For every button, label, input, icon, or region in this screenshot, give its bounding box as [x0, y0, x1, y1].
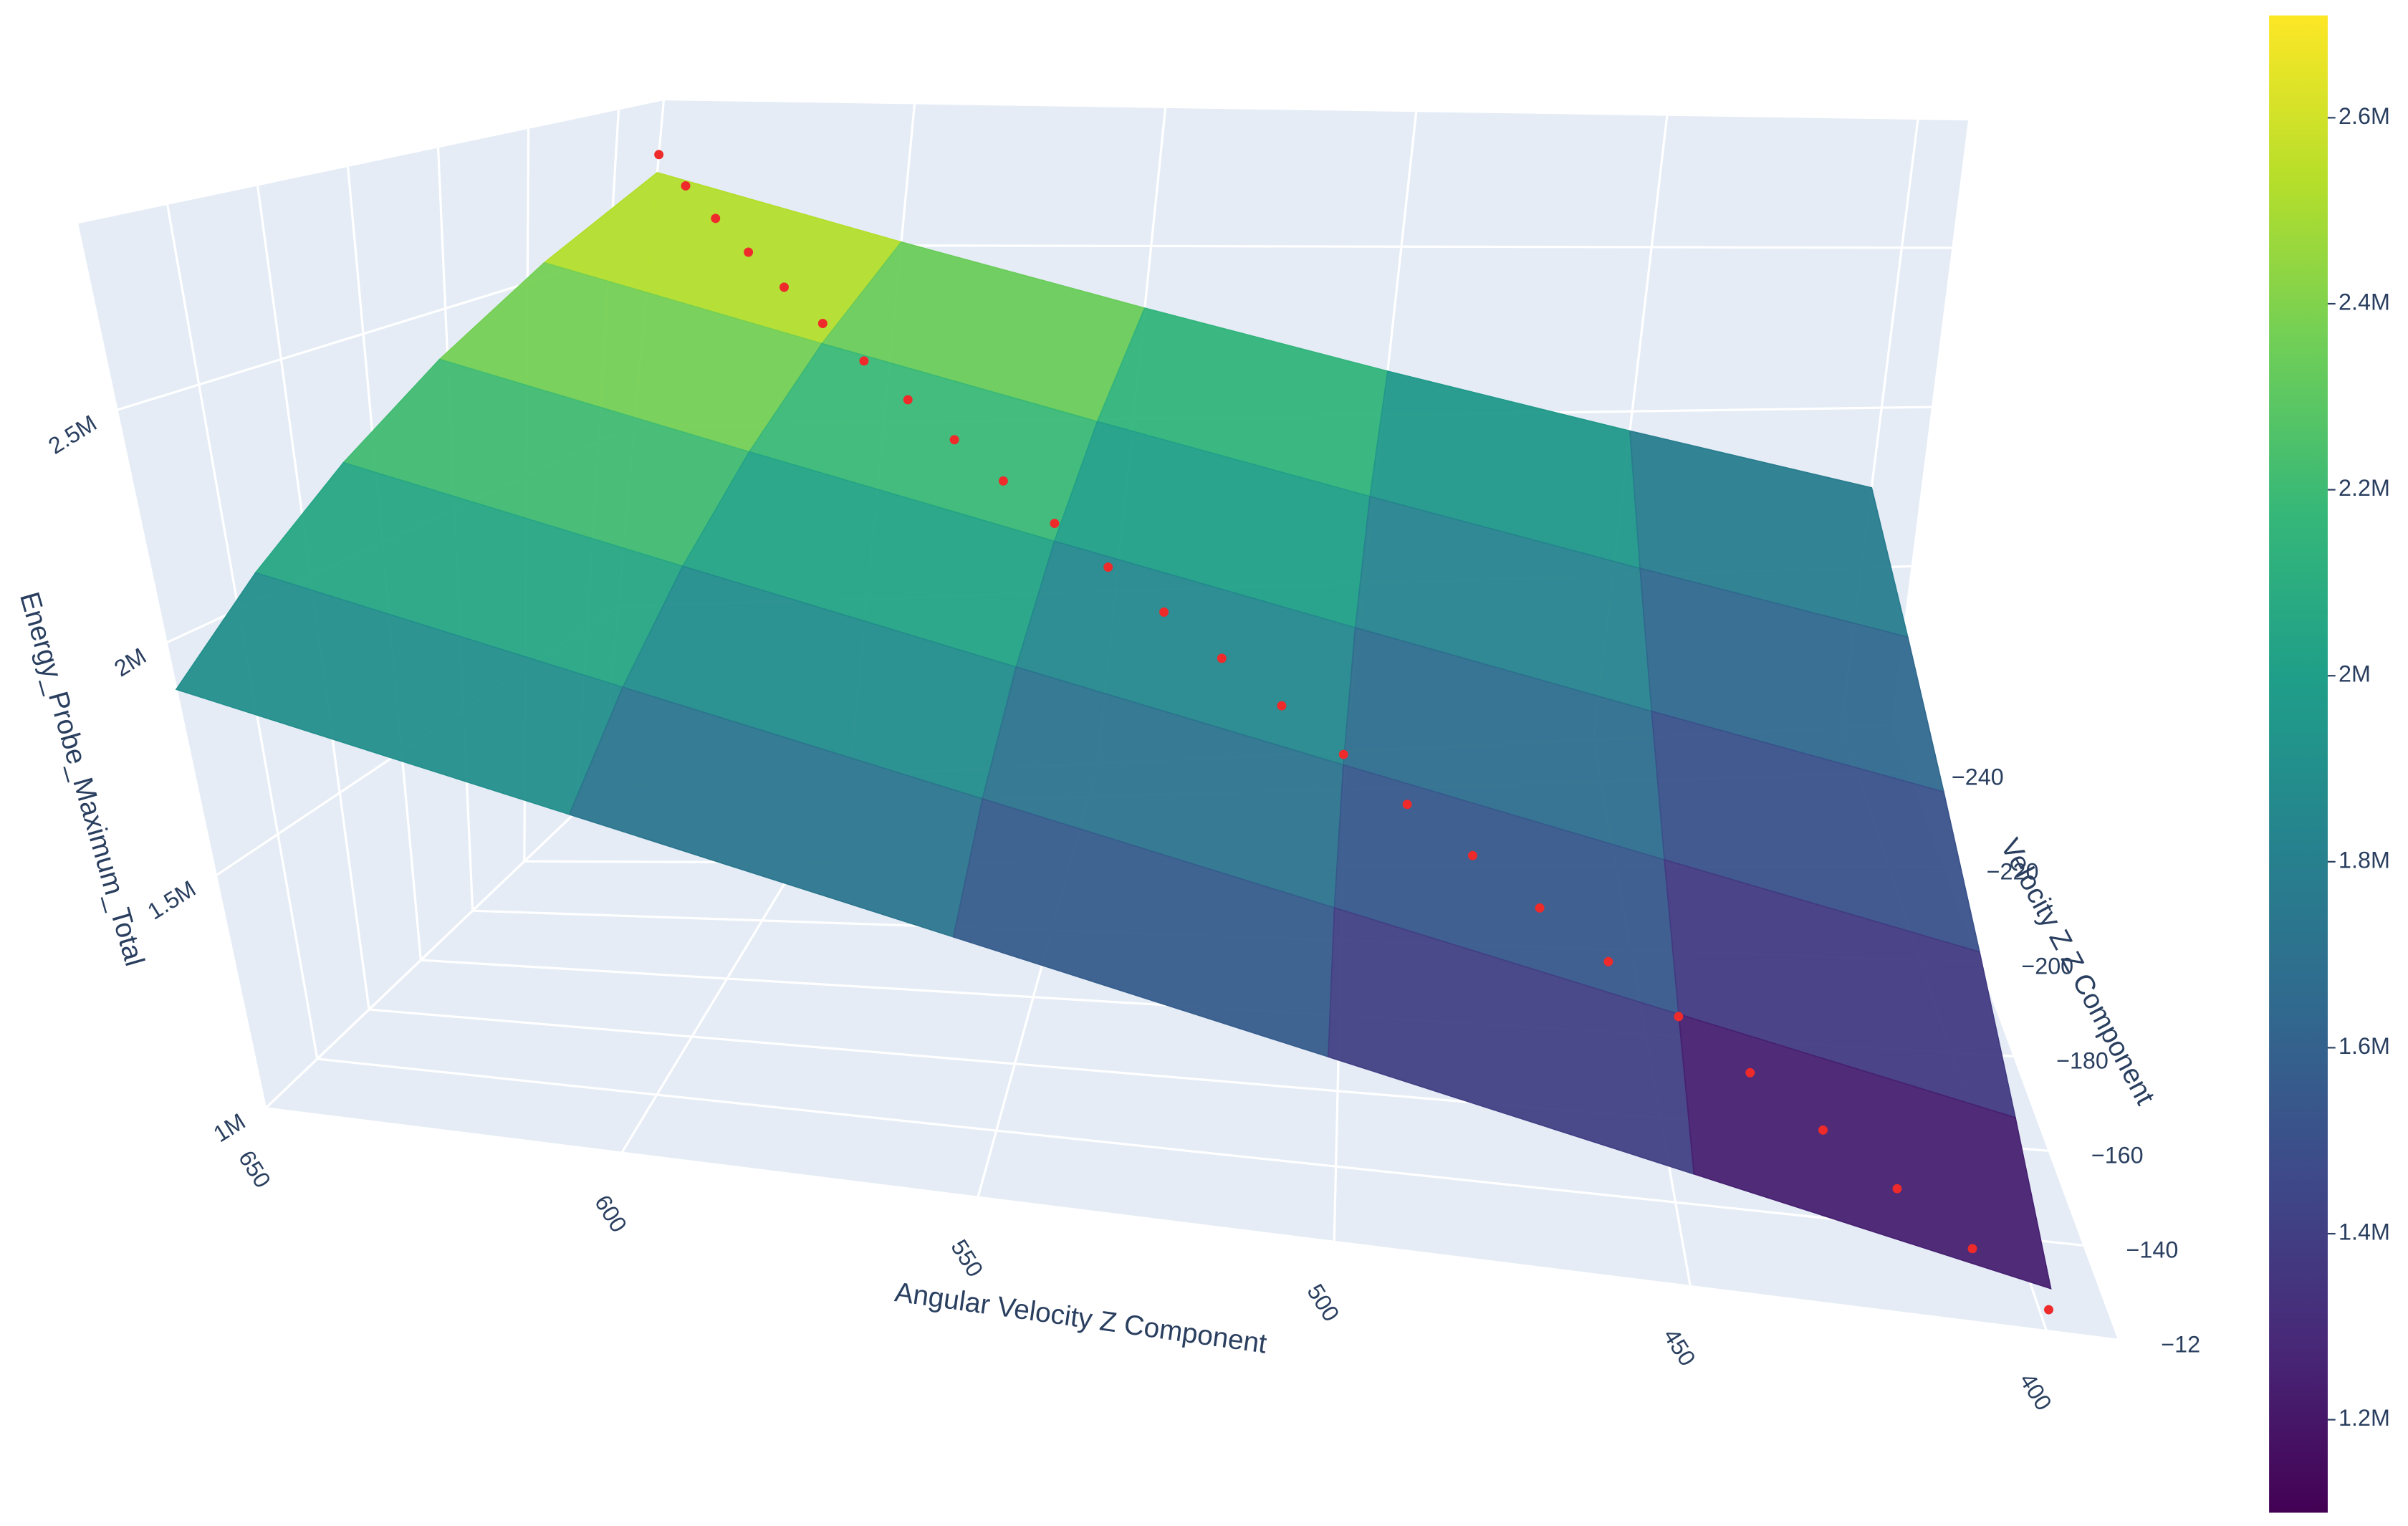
scatter-point	[859, 356, 869, 366]
y-tick-label: −240	[1952, 764, 2004, 790]
scatter-point	[2044, 1305, 2053, 1315]
colorbar-tick-label: 2M	[2339, 661, 2371, 687]
scatter-point	[1535, 903, 1545, 913]
scatter-point	[1745, 1067, 1755, 1078]
colorbar	[2269, 15, 2328, 1513]
grid-line	[265, 1107, 2119, 1341]
x-tick-label: 500	[1302, 1280, 1344, 1326]
scatter-point	[1050, 519, 1060, 529]
z-tick-label: 2M	[110, 643, 150, 681]
z-tick-label: 2.5M	[44, 410, 101, 459]
y-tick-label: −200	[2021, 954, 2073, 979]
y-tick-label: −12	[2161, 1331, 2200, 1357]
x-axis-title: Angular Velocity Z Component	[893, 1277, 1269, 1359]
z-axis-title: Energy_Probe_Maximum_Total	[14, 589, 150, 970]
scatter-point	[1892, 1184, 1902, 1194]
scatter-point	[1217, 653, 1227, 663]
scatter-point	[1159, 607, 1169, 617]
scatter-point	[949, 435, 959, 445]
y-tick-label: −140	[2126, 1237, 2179, 1262]
colorbar-tick-label: 2.4M	[2339, 289, 2390, 315]
y-tick-label: −180	[2056, 1048, 2109, 1074]
x-tick-label: 650	[234, 1146, 276, 1192]
surface	[175, 171, 2052, 1290]
x-tick-label: 600	[590, 1191, 632, 1237]
surface-patch	[1678, 1013, 2052, 1290]
scatter-point	[1103, 562, 1113, 572]
scatter-point	[780, 282, 789, 292]
scatter-point	[1818, 1125, 1828, 1135]
scatter-point	[1967, 1244, 1977, 1254]
scatter-point	[998, 476, 1008, 486]
colorbar-tick-label: 2.6M	[2339, 103, 2390, 129]
scatter-point	[1402, 800, 1412, 810]
colorbar-tick-label: 1.4M	[2339, 1219, 2390, 1245]
scatter-point	[711, 213, 721, 224]
scatter-points	[654, 150, 2053, 1315]
colorbar-tick-label: 1.2M	[2339, 1405, 2390, 1431]
scatter-point	[1277, 701, 1287, 711]
colorbar-tick-label: 1.8M	[2339, 847, 2390, 873]
grid-line	[264, 786, 603, 1110]
scatter-point	[1338, 749, 1348, 759]
scatter-point	[681, 181, 691, 191]
scatter-point	[1674, 1012, 1684, 1022]
scatter-point	[1603, 956, 1613, 966]
grid-line	[317, 1057, 2083, 1247]
scatter-point	[654, 150, 664, 160]
z-tick-label: 1.5M	[143, 875, 200, 925]
x-tick-label: 400	[2015, 1368, 2057, 1415]
z-tick-label: 1M	[209, 1108, 250, 1147]
scatter-point	[903, 395, 913, 405]
colorbar-tick-label: 1.6M	[2339, 1033, 2390, 1059]
scatter-point	[817, 319, 828, 328]
y-tick-label: −160	[2091, 1142, 2144, 1168]
colorbar-tick-label: 2.2M	[2339, 475, 2390, 501]
scatter-point	[1467, 850, 1477, 860]
scatter-point	[744, 247, 754, 257]
grid-line	[76, 224, 267, 1109]
x-tick-label: 450	[1659, 1324, 1701, 1371]
x-tick-label: 550	[946, 1235, 988, 1282]
y-tick-label: −220	[1987, 859, 2039, 885]
